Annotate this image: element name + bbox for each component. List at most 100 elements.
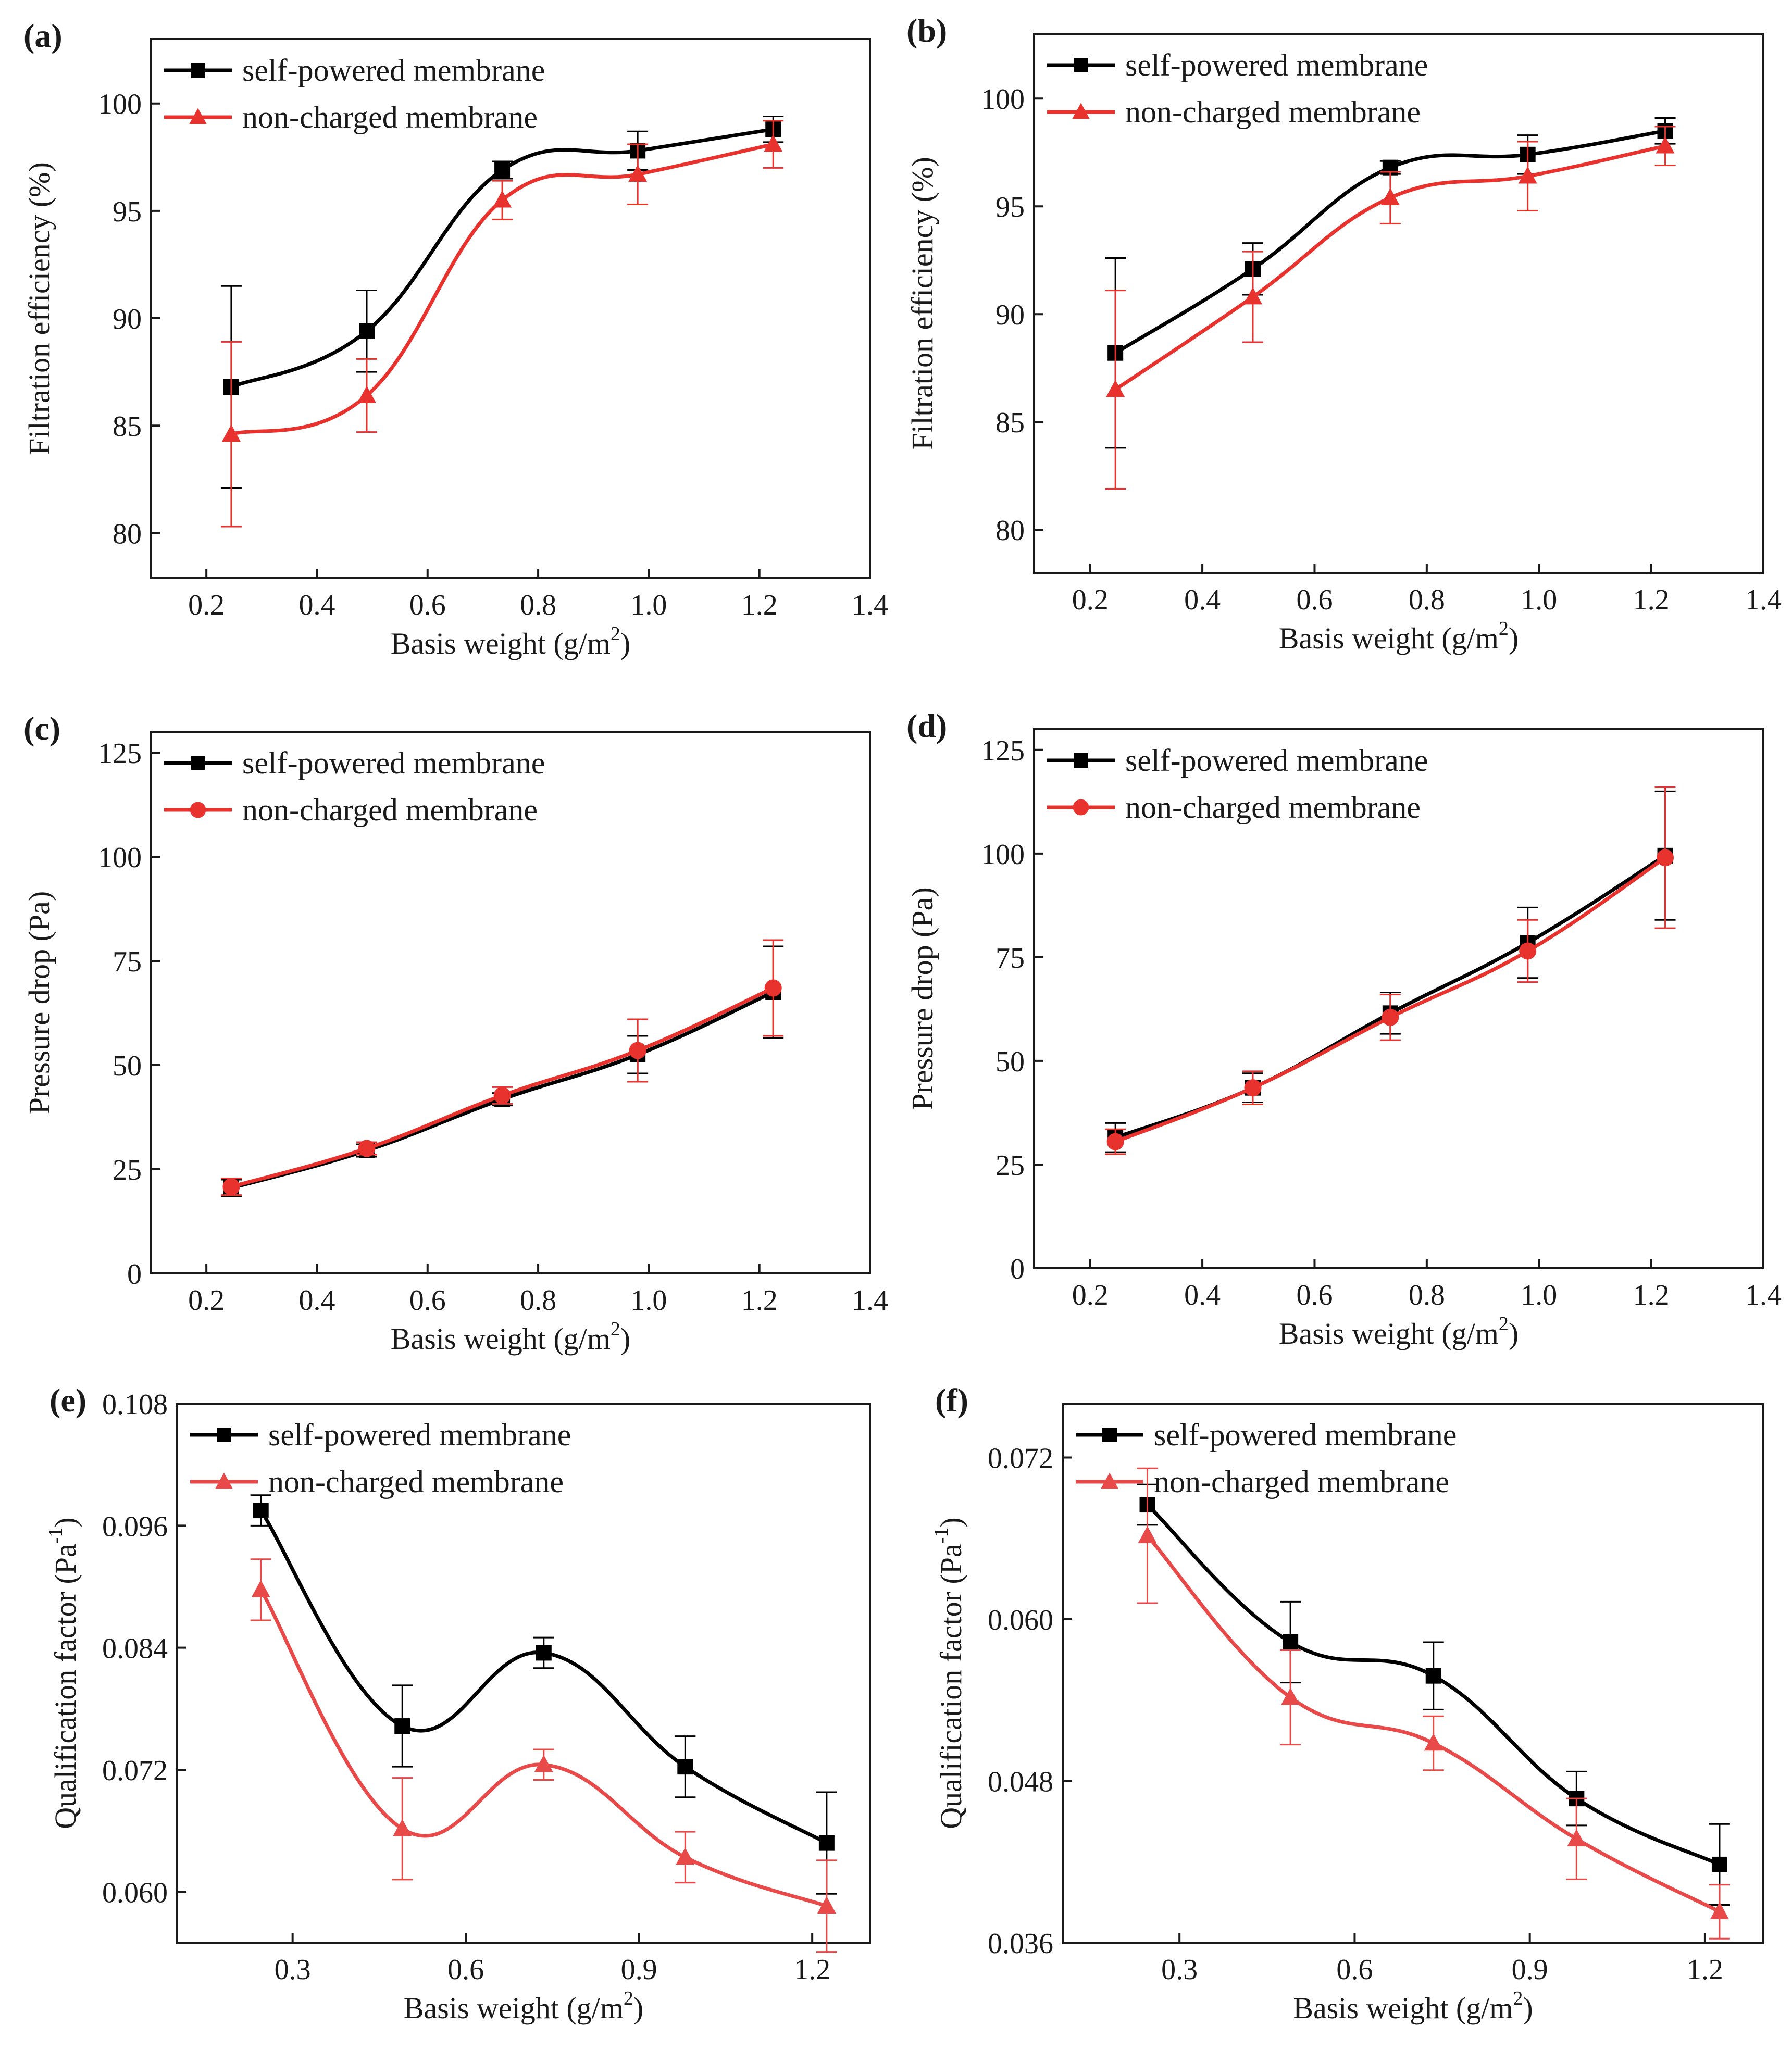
x-axis-label-tail: )	[1509, 621, 1519, 655]
legend-marker	[1102, 1428, 1117, 1442]
x-tick-label: 0.2	[188, 1284, 225, 1317]
y-tick-label: 100	[981, 83, 1025, 116]
y-tick-label: 50	[113, 1050, 142, 1082]
y-axis-label: Pressure drop (Pa)	[905, 887, 939, 1110]
y-tick-label: 0.108	[102, 1389, 168, 1421]
x-tick-label: 1.2	[794, 1954, 830, 1986]
x-tick-label: 1.2	[1633, 584, 1670, 616]
y-axis-label-tail: )	[934, 1517, 968, 1527]
data-point	[764, 979, 782, 997]
x-axis-label-sup: 2	[1499, 618, 1509, 640]
x-tick-label: 0.4	[298, 589, 335, 621]
data-point	[1710, 1902, 1729, 1919]
y-tick-label: 80	[113, 518, 142, 550]
series-non-charged	[220, 939, 784, 1196]
data-point	[1138, 1525, 1157, 1543]
x-axis-label: Basis weight (g/m2)	[391, 1318, 630, 1356]
series-non-charged	[1137, 1467, 1730, 1940]
x-tick-label: 0.2	[1072, 1279, 1109, 1311]
panel-label: (a)	[23, 17, 63, 54]
panel-c: (c) 0.2 0.4 0.6 0.8 1.0 1.2 1.4 0 25 50 75 100 125 Bas…	[22, 710, 888, 1356]
series-line	[230, 142, 774, 436]
y-tick-label: 0.060	[102, 1877, 168, 1909]
y-axis-label: Filtration efficiency (%)	[905, 157, 939, 450]
x-axis-label-tail: )	[1523, 1991, 1533, 2025]
data-point	[1244, 1079, 1262, 1097]
plot-frame	[150, 731, 871, 1274]
panel-d: (d) 0.2 0.4 0.6 0.8 1.0 1.2 1.4 0 25 50 75 100 125 Bas…	[905, 707, 1782, 1350]
data-point	[1106, 1133, 1124, 1150]
data-point	[1567, 1829, 1586, 1847]
x-axis-label-sup: 2	[1513, 1987, 1523, 2009]
x-tick-label: 1.4	[852, 1284, 888, 1317]
legend: self-powered membrane non-charged membran…	[1047, 48, 1428, 129]
y-tick-label: 0.084	[102, 1633, 168, 1665]
series-non-charged	[1105, 786, 1676, 1155]
legend-marker	[191, 63, 205, 78]
legend-marker	[1074, 753, 1088, 768]
data-point	[534, 1755, 553, 1772]
x-axis-label-sup: 2	[1499, 1313, 1509, 1335]
legend-marker	[190, 802, 206, 818]
plot-frame	[150, 38, 871, 579]
data-point	[494, 162, 511, 178]
x-tick-label: 0.6	[1296, 584, 1333, 616]
x-axis-label: Basis weight (g/m2)	[1279, 618, 1519, 655]
x-axis-label-main: Basis weight (g/m	[404, 1991, 624, 2025]
y-tick-label: 125	[981, 735, 1025, 767]
x-tick-label: 0.3	[1161, 1954, 1198, 1986]
y-tick-label: 95	[995, 191, 1025, 223]
data-point	[1657, 849, 1674, 867]
data-point	[221, 424, 241, 442]
legend: self-powered membrane non-charged membran…	[190, 1418, 571, 1499]
y-tick-label: 95	[113, 196, 142, 228]
legend-label: self-powered membrane	[1154, 1418, 1457, 1452]
legend-label: non-charged membrane	[242, 100, 538, 134]
x-tick-label: 1.4	[852, 589, 888, 621]
plot-frame	[176, 1403, 871, 1944]
legend-marker	[215, 1472, 233, 1489]
x-tick-label: 0.6	[1336, 1954, 1373, 1986]
y-tick-label: 75	[995, 942, 1025, 974]
data-point	[222, 1178, 240, 1196]
x-tick-label: 1.0	[630, 589, 667, 621]
data-point	[1656, 136, 1675, 154]
data-point	[1711, 1856, 1727, 1872]
series-self-powered	[220, 945, 784, 1197]
legend-label: self-powered membrane	[1125, 48, 1428, 82]
y-axis-label-tail: )	[48, 1517, 82, 1527]
data-point	[818, 1835, 835, 1851]
y-axis-label-main: Qualification factor (Pa	[934, 1544, 968, 1829]
data-point	[536, 1645, 552, 1661]
legend-marker	[1101, 1472, 1118, 1489]
panel-b: (b) 0.2 0.4 0.6 0.8 1.0 1.2 1.4 80 85 90 95 100 Basis…	[905, 12, 1782, 655]
panel-label: (e)	[49, 1382, 86, 1419]
x-tick-label: 0.9	[621, 1954, 657, 1986]
x-tick-label: 0.8	[520, 589, 556, 621]
legend-label: self-powered membrane	[1125, 743, 1428, 778]
x-axis-label: Basis weight (g/m2)	[1279, 1313, 1519, 1350]
series-self-powered	[220, 115, 784, 489]
data-point	[1281, 1687, 1300, 1705]
data-point	[1518, 166, 1537, 184]
y-tick-label: 50	[995, 1046, 1025, 1078]
x-axis-label-sup: 2	[611, 623, 620, 645]
y-tick-label: 100	[981, 839, 1025, 871]
panel-label: (f)	[935, 1382, 968, 1419]
y-tick-label: 90	[113, 303, 142, 335]
x-axis-label-sup: 2	[611, 1318, 620, 1340]
y-axis-label: Qualification factor (Pa-1)	[45, 1517, 82, 1829]
x-tick-label: 0.9	[1512, 1954, 1548, 1986]
x-axis-label: Basis weight (g/m2)	[404, 1987, 643, 2025]
x-axis-label-tail: )	[620, 1322, 630, 1356]
data-point	[493, 190, 512, 208]
y-tick-label: 125	[98, 737, 142, 770]
data-point	[764, 134, 783, 152]
legend-label: self-powered membrane	[242, 53, 545, 87]
x-tick-label: 0.8	[520, 1284, 556, 1317]
x-axis-label-main: Basis weight (g/m	[1279, 1317, 1499, 1350]
data-point	[1382, 1008, 1399, 1026]
panel-f: (f) 0.3 0.6 0.9 1.2 0.036 0.048 0.060 0.072 Basis…	[930, 1382, 1764, 2025]
series-self-powered	[1105, 117, 1676, 449]
